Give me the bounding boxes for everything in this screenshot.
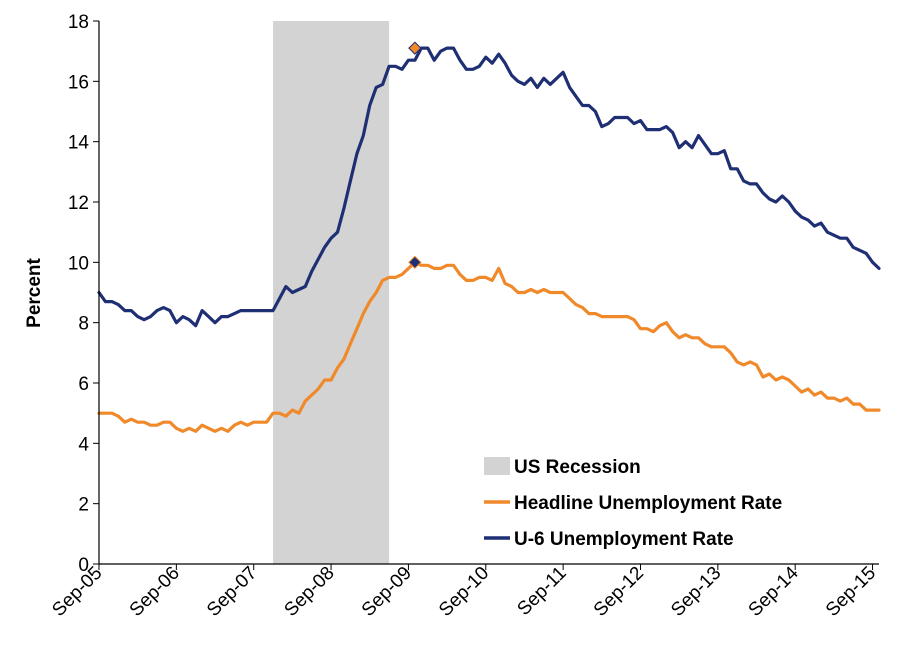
legend: US Recession Headline Unemployment Rate U-… xyxy=(484,457,782,550)
y-tick-label: 14 xyxy=(68,133,90,154)
x-tick-label: Sep-08 xyxy=(280,563,338,621)
series-layer xyxy=(97,41,881,433)
legend-label: Headline Unemployment Rate xyxy=(514,493,782,514)
y-tick-label: 6 xyxy=(78,374,89,395)
legend-item: Headline Unemployment Rate xyxy=(484,493,782,514)
x-tick-label: Sep-10 xyxy=(435,563,493,621)
y-tick-label: 2 xyxy=(78,495,89,516)
series-line-headline xyxy=(97,260,881,433)
series-line-u6 xyxy=(97,46,881,328)
x-tick-label: Sep-06 xyxy=(126,563,184,621)
y-tick-label: 8 xyxy=(78,314,89,335)
legend-item: U-6 Unemployment Rate xyxy=(484,529,734,550)
y-tick-label: 18 xyxy=(68,12,89,33)
y-tick-label: 16 xyxy=(68,72,89,93)
legend-swatch-box xyxy=(484,457,510,475)
peak-marker-headline xyxy=(408,255,422,270)
legend-label: US Recession xyxy=(514,457,641,478)
x-tick-label: Sep-14 xyxy=(745,562,803,620)
x-tick-label: Sep-07 xyxy=(203,563,261,621)
x-tick-label: Sep-09 xyxy=(358,563,416,621)
y-axis-title: Percent xyxy=(24,257,45,327)
peak-marker-u6 xyxy=(408,41,422,55)
y-tick-label: 12 xyxy=(68,193,89,214)
x-tick-label: Sep-15 xyxy=(822,563,880,621)
x-tick-label: Sep-11 xyxy=(513,563,570,620)
y-tick-label: 10 xyxy=(68,253,89,274)
y-tick-label: 0 xyxy=(78,555,89,576)
x-tick-label: Sep-12 xyxy=(590,563,648,621)
legend-item: US Recession xyxy=(484,457,641,478)
x-tick-label: Sep-13 xyxy=(667,563,725,621)
legend-label: U-6 Unemployment Rate xyxy=(514,529,734,550)
y-tick-label: 4 xyxy=(78,434,89,455)
